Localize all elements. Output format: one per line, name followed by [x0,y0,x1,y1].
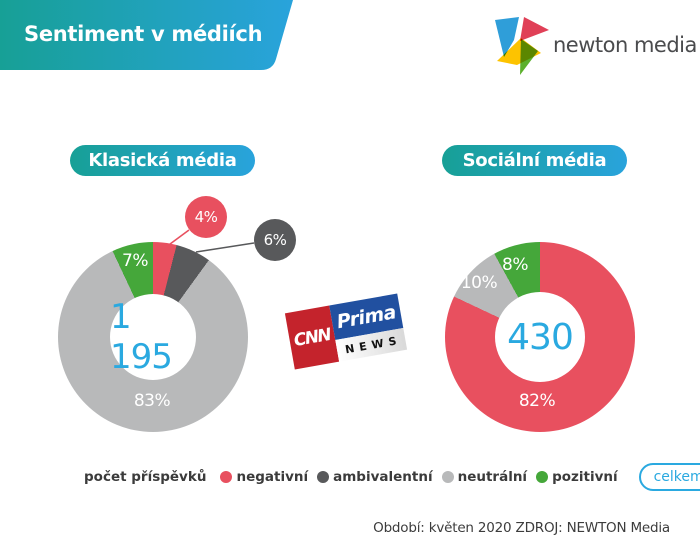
legend-item-pozitivni: pozitivní [536,469,618,485]
chart-title-classic-label: Klasická média [88,150,237,171]
legend-label-pozitivni: pozitivní [552,469,618,485]
header-banner [0,0,293,70]
legend-dot-neutralni [441,471,454,483]
legend-dot-pozitivni [536,471,549,483]
legend-label-neutralni: neutrální [457,469,528,485]
page-title: Sentiment v médiích [24,22,263,46]
donut-chart-classic: 1 195 7% 83% [58,242,248,432]
donut-hole-social: 430 [495,292,585,382]
prima-logo-text: Prima [335,300,398,333]
legend-item-negativni: negativní [220,469,308,485]
legend-dot-negativni [220,471,233,483]
total-badge: celkem [638,463,700,491]
legend-item-neutralni: neutrální [441,469,528,485]
chart-title-social-media: Sociální média [442,145,627,176]
legend-title: počet příspěvků [84,469,207,485]
total-count-classic: 1 195 [110,297,173,377]
donut-chart-social: 430 8% 10% 82% [445,242,635,432]
legend-label-negativni: negativní [236,469,309,485]
callout-bubble-ambivalentni-classic: 6% [254,219,296,261]
brand-name: newton media [553,33,697,57]
source-note: Období: květen 2020 ZDROJ: NEWTON Media [373,520,670,536]
cnn-prima-news-logo: CNN Prima NEWS [284,293,408,370]
legend-dot-ambivalentni [317,471,330,483]
segment-label-neutralni-classic: 83% [133,391,171,411]
callout-bubble-negativni-classic: 4% [185,196,227,238]
newton-media-pinwheel-icon [495,17,549,75]
segment-label-neutralni-social: 10% [460,273,498,293]
callout-label-ambivalentni: 6% [263,231,287,249]
chart-title-social-label: Sociální média [462,150,607,171]
legend: počet příspěvků negativní ambivalentní n… [84,463,700,491]
total-badge-label: celkem [653,469,700,485]
callout-label-negativni: 4% [194,208,218,226]
segment-label-pozitivni-classic: 7% [122,251,148,271]
segment-label-negativni-social: 82% [518,391,556,411]
total-count-social: 430 [507,316,574,358]
cnn-logo-text: CNN [292,324,332,351]
segment-label-pozitivni-social: 8% [502,255,528,275]
donut-hole-classic: 1 195 [110,294,196,380]
legend-label-ambivalentni: ambivalentní [333,469,433,485]
news-logo-text: NEWS [344,333,403,356]
legend-item-ambivalentni: ambivalentní [317,469,433,485]
chart-title-classic-media: Klasická média [70,145,255,176]
